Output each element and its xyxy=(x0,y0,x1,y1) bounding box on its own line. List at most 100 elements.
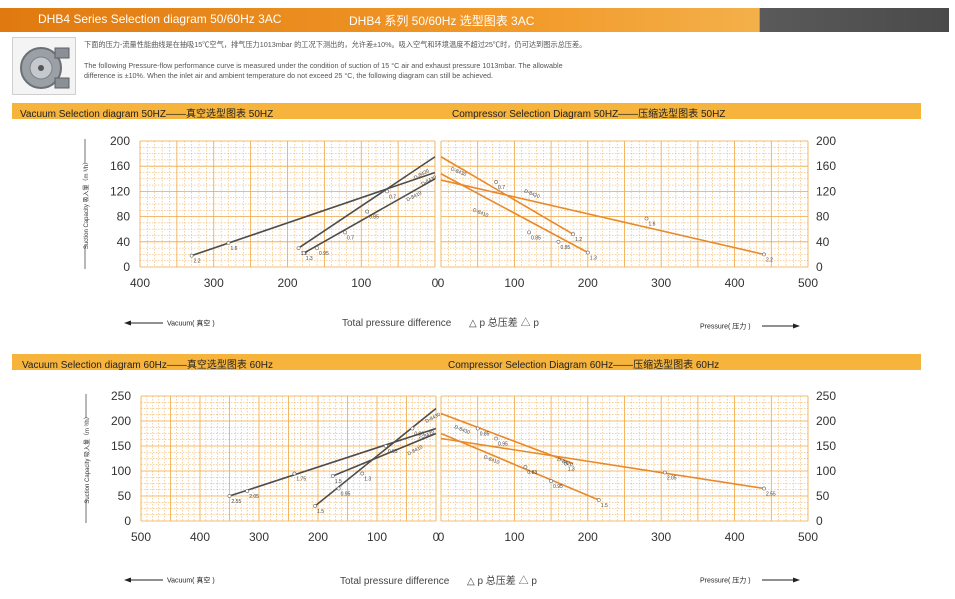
section-bar-60hz: Vacuum Selection diagram 60Hz——真空选型图表 60… xyxy=(12,354,921,371)
point-label: 0.95 xyxy=(560,245,570,251)
data-point xyxy=(571,232,576,237)
series-line xyxy=(332,432,437,477)
data-point xyxy=(475,426,480,431)
x-axis-label-cn: △ p 总压差 △ p xyxy=(469,316,539,329)
banner-title-en: DHB4 Series Selection diagram 50/60Hz 3A… xyxy=(38,12,282,26)
vacuum-60hz-title: Vacuum Selection diagram 60Hz——真空选型图表 60… xyxy=(22,360,274,371)
banner-title-cn: DHB4 系列 50/60Hz 选型图表 3AC xyxy=(349,14,535,28)
point-label: 2.05 xyxy=(249,494,259,500)
y-tick-label: 80 xyxy=(816,210,830,224)
x-tick-label: 500 xyxy=(131,530,151,544)
point-label: D-8430 xyxy=(424,412,441,425)
point-label: 0.85 xyxy=(531,235,541,241)
point-label: 1.2 xyxy=(575,237,582,243)
y-tick-label: 50 xyxy=(118,489,132,503)
point-label: 1.5 xyxy=(601,503,608,509)
data-point xyxy=(556,239,561,244)
point-label: 1.5 xyxy=(317,509,324,515)
x-tick-label: 300 xyxy=(204,276,224,290)
point-label: 0.7 xyxy=(498,185,505,191)
pressure-direction-label: Pressure( 压力 ) xyxy=(700,322,751,331)
point-label: 0.85 xyxy=(480,432,490,438)
data-point xyxy=(523,465,528,469)
series-line xyxy=(440,173,589,254)
data-point xyxy=(292,471,297,476)
y-tick-label: 160 xyxy=(110,159,130,173)
series-line xyxy=(298,156,436,249)
series-line xyxy=(229,427,437,497)
data-point xyxy=(330,474,335,478)
y-axis-label: Suction Capacity 吸入量（m ³/h） xyxy=(84,413,91,503)
series-line xyxy=(314,407,437,507)
y-tick-label: 250 xyxy=(816,389,836,403)
x-tick-label: 300 xyxy=(249,530,269,544)
y-tick-label: 120 xyxy=(110,184,130,198)
y-tick-label: 100 xyxy=(111,464,131,478)
pressure-direction-label: Pressure( 压力 ) xyxy=(700,576,751,585)
point-label: 0.95 xyxy=(498,442,508,448)
point-label: 0.85 xyxy=(369,215,379,221)
data-point xyxy=(245,489,250,493)
blower-product-image xyxy=(12,37,76,95)
data-point xyxy=(336,486,341,491)
x-axis-label-cn: △ p 总压差 △ p xyxy=(467,574,537,587)
point-label: 0.7 xyxy=(389,194,396,200)
series-line xyxy=(303,178,436,254)
data-point xyxy=(527,230,531,235)
y-tick-label: 150 xyxy=(816,439,836,453)
point-label: 1.3 xyxy=(364,477,371,483)
y-tick-label: 200 xyxy=(816,134,836,148)
point-label: 0.83 xyxy=(414,432,424,438)
data-point xyxy=(585,250,590,255)
data-point xyxy=(315,246,319,251)
y-tick-label: 50 xyxy=(816,489,830,503)
vacuum-direction-label: Vacuum( 真空 ) xyxy=(167,319,215,328)
data-point xyxy=(596,498,601,502)
data-point xyxy=(313,504,317,508)
data-point xyxy=(365,209,370,214)
x-axis-label: Total pressure difference xyxy=(342,318,452,329)
data-point xyxy=(662,470,667,475)
series-line xyxy=(440,437,765,490)
data-point xyxy=(494,180,498,184)
data-point xyxy=(189,253,194,258)
intro-text-en-2: difference is ±10%. When the inlet air a… xyxy=(84,71,494,80)
point-label: 2.2 xyxy=(766,257,773,263)
vacuum-direction-label: Vacuum( 真空 ) xyxy=(167,576,215,585)
x-tick-label: 400 xyxy=(725,276,745,290)
data-point xyxy=(296,246,301,251)
y-tick-label: 40 xyxy=(117,235,131,249)
series-line xyxy=(191,171,436,257)
intro-text-cn: 下面的压力-流量性能曲线是在抽吸15℃空气，排气压力1013mbar 的工况下测… xyxy=(84,40,587,49)
point-label: D-8430 xyxy=(453,424,471,436)
x-tick-label: 100 xyxy=(504,276,524,290)
y-tick-label: 40 xyxy=(816,235,830,249)
compressor-60hz-title: Compressor Selection Diagram 60Hz——压缩选型图… xyxy=(448,360,720,371)
point-label: 1.6 xyxy=(649,221,656,227)
data-point xyxy=(385,189,389,194)
intro-text-en-1: The following Pressure-flow performance … xyxy=(84,61,563,70)
data-point xyxy=(410,426,415,431)
series-line xyxy=(440,179,765,256)
data-point xyxy=(383,444,388,448)
y-tick-label: 160 xyxy=(816,159,836,173)
y-tick-label: 0 xyxy=(816,260,823,274)
point-label: 0.95 xyxy=(553,484,563,490)
point-label: 2.55 xyxy=(232,499,242,505)
x-tick-label: 300 xyxy=(651,530,671,544)
point-label: D-8410 xyxy=(472,207,490,219)
y-tick-label: 100 xyxy=(816,464,836,478)
x-tick-label: 0 xyxy=(433,530,440,544)
point-label: 0.83 xyxy=(527,470,537,476)
x-tick-label: 200 xyxy=(578,530,598,544)
x-tick-label: 0 xyxy=(432,276,439,290)
point-label: D-8410 xyxy=(483,454,501,466)
data-point xyxy=(226,241,231,245)
point-label: D-8430 xyxy=(450,166,468,178)
data-point xyxy=(762,486,766,491)
x-tick-label: 500 xyxy=(798,276,818,290)
point-label: D-8420 xyxy=(523,188,541,200)
vacuum-arrowhead xyxy=(124,577,131,583)
pressure-arrowhead xyxy=(793,323,800,329)
